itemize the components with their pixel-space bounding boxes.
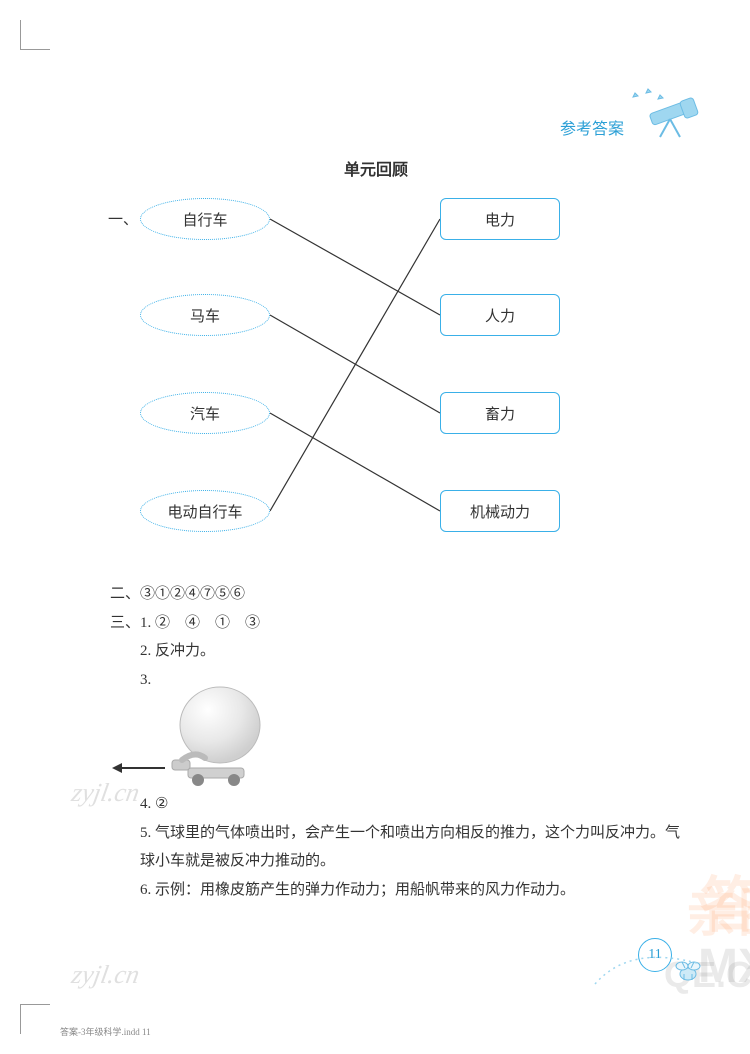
- answers-block: 二、③①②④⑦⑤⑥ 三、1. ② ④ ① ③ 2. 反冲力。 3.: [110, 580, 260, 694]
- right-node-3: 机械动力: [440, 490, 560, 532]
- s3-item1: 1. ② ④ ① ③: [140, 615, 260, 631]
- left-node-3: 电动自行车: [140, 490, 270, 532]
- s3-item4: 4. ②: [140, 790, 680, 819]
- right-node-0: 电力: [440, 198, 560, 240]
- section-title: 单元回顾: [344, 156, 408, 180]
- watermark-zy-2: zyjl.cn: [69, 960, 141, 990]
- header-label: 参考答案: [560, 115, 624, 139]
- right-node-1: 人力: [440, 294, 560, 336]
- left-node-1: 马车: [140, 294, 270, 336]
- section1-label: 一、: [108, 208, 138, 229]
- section2-label: 二、: [110, 586, 140, 602]
- s3-item2: 2. 反冲力。: [140, 643, 215, 659]
- section2-text: ③①②④⑦⑤⑥: [140, 586, 245, 602]
- footer-left: 答案-3年级科学.indd 11: [60, 1025, 151, 1038]
- watermark-zy-1: zyjl.cn: [69, 778, 141, 808]
- telescope-icon: [630, 85, 710, 145]
- section3-label: 三、: [110, 615, 140, 631]
- crop-mark-bl: [20, 1004, 50, 1034]
- bee-trail: [590, 934, 710, 994]
- left-node-2: 汽车: [140, 392, 270, 434]
- crop-mark-tl: [20, 20, 50, 50]
- right-node-2: 畜力: [440, 392, 560, 434]
- left-node-0: 自行车: [140, 198, 270, 240]
